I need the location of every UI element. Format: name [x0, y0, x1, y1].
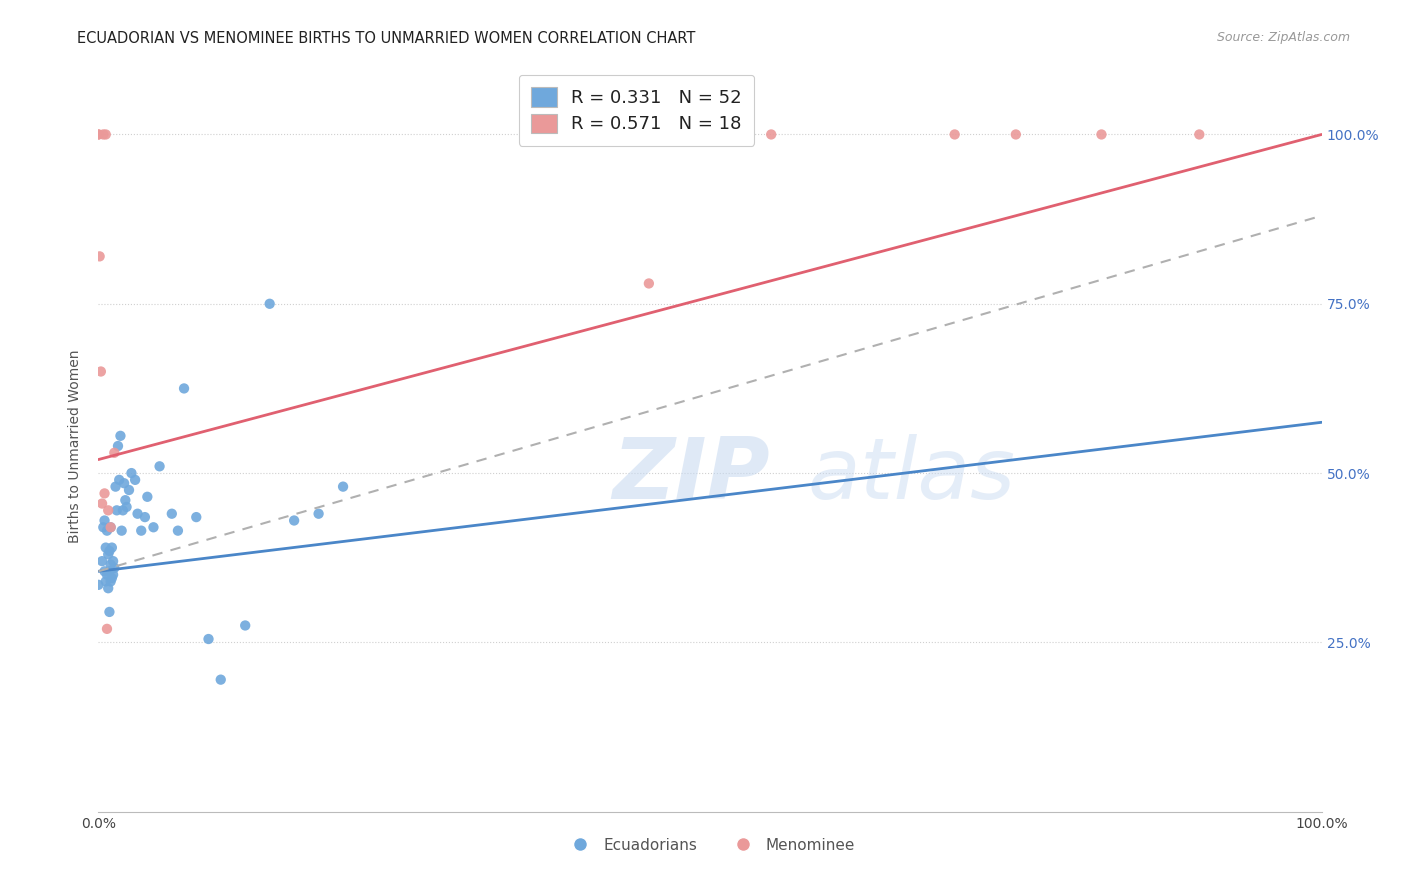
Point: [96, 567, 118, 582]
Point: [98, 564, 121, 578]
Point: [105, 503, 128, 517]
Point: [100, 520, 122, 534]
Point: [96, 524, 118, 538]
Point: [114, 493, 136, 508]
Point: [637, 277, 661, 291]
Point: [283, 514, 305, 528]
Point: [149, 459, 172, 474]
Point: [110, 429, 132, 443]
Text: ZIP: ZIP: [612, 434, 770, 516]
Point: [173, 381, 195, 395]
Point: [112, 476, 135, 491]
Point: [136, 490, 159, 504]
Text: Source: ZipAtlas.com: Source: ZipAtlas.com: [1216, 31, 1350, 45]
Point: [91, 128, 114, 142]
Point: [134, 510, 156, 524]
Point: [332, 480, 354, 494]
Legend: Ecuadorians, Menominee: Ecuadorians, Menominee: [558, 831, 862, 859]
Text: atlas: atlas: [808, 434, 1017, 516]
Point: [101, 567, 124, 582]
Point: [97, 581, 120, 595]
Point: [94, 128, 117, 142]
Point: [259, 297, 281, 311]
Point: [90, 364, 112, 378]
Point: [209, 673, 232, 687]
Point: [100, 574, 122, 589]
Text: ECUADORIAN VS MENOMINEE BIRTHS TO UNMARRIED WOMEN CORRELATION CHART: ECUADORIAN VS MENOMINEE BIRTHS TO UNMARR…: [77, 31, 696, 46]
Point: [93, 486, 115, 500]
Point: [308, 507, 330, 521]
Point: [101, 554, 124, 568]
Point: [1090, 128, 1112, 142]
Point: [91, 554, 114, 568]
Point: [186, 510, 208, 524]
Point: [100, 558, 122, 572]
Point: [87, 128, 110, 142]
Point: [108, 473, 131, 487]
Point: [103, 446, 125, 460]
Point: [87, 578, 110, 592]
Point: [97, 547, 120, 561]
Point: [94, 574, 117, 589]
Point: [120, 466, 142, 480]
Point: [91, 520, 114, 534]
Point: [233, 618, 256, 632]
Point: [87, 128, 110, 142]
Point: [1004, 128, 1026, 142]
Point: [104, 480, 127, 494]
Point: [107, 439, 129, 453]
Point: [167, 524, 190, 538]
Point: [943, 128, 966, 142]
Point: [142, 520, 165, 534]
Point: [1188, 128, 1211, 142]
Point: [96, 622, 118, 636]
Point: [94, 541, 117, 555]
Point: [100, 520, 122, 534]
Point: [127, 507, 149, 521]
Point: [761, 128, 783, 142]
Point: [89, 249, 111, 263]
Point: [111, 524, 134, 538]
Point: [97, 503, 120, 517]
Point: [93, 564, 115, 578]
Point: [111, 503, 134, 517]
Point: [98, 605, 121, 619]
Point: [118, 483, 141, 497]
Point: [197, 632, 219, 646]
Point: [129, 524, 152, 538]
Point: [98, 544, 121, 558]
Y-axis label: Births to Unmarried Women: Births to Unmarried Women: [69, 350, 83, 542]
Point: [91, 497, 114, 511]
Point: [101, 571, 124, 585]
Point: [160, 507, 183, 521]
Point: [115, 500, 138, 514]
Point: [93, 514, 115, 528]
Point: [124, 473, 146, 487]
Point: [103, 561, 125, 575]
Point: [101, 541, 124, 555]
